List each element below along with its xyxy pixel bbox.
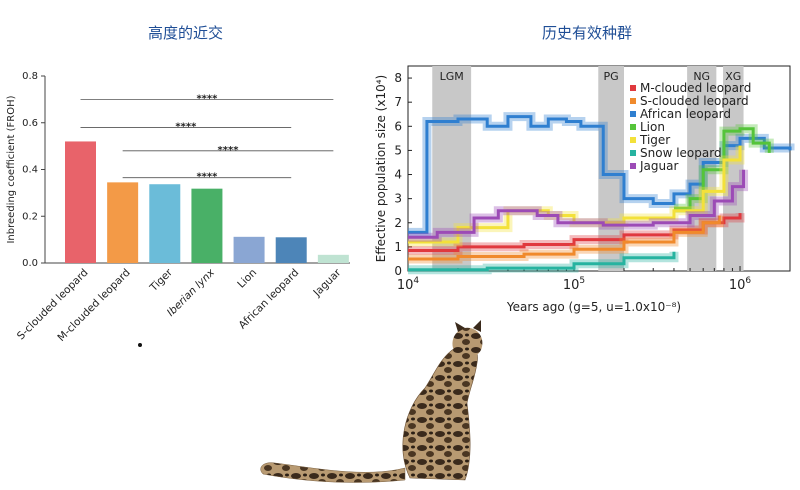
legend-label: S-clouded leopard <box>640 94 749 108</box>
clouded-leopard-photo <box>260 320 483 483</box>
legend-label: Jaguar <box>639 159 678 173</box>
legend-swatch <box>630 163 636 169</box>
bar-3 <box>191 188 223 263</box>
series-line-snow-leopard <box>408 251 676 272</box>
y-tick-label: 3 <box>394 192 402 206</box>
significance-label: **** <box>196 172 218 183</box>
y-tick-label: 8 <box>394 71 402 85</box>
legend-swatch <box>630 150 636 156</box>
bar-6 <box>317 254 349 263</box>
series-line-jaguar <box>408 169 746 239</box>
line-chart-title: 历史有效种群 <box>542 24 633 42</box>
y-tick-label: 5 <box>394 143 402 157</box>
period-label: NG <box>693 70 710 83</box>
legend-label: Tiger <box>639 133 670 147</box>
legend-label: Snow leopard <box>640 146 722 160</box>
bar-1 <box>107 182 139 263</box>
y-tick-label: 0 <box>394 264 402 278</box>
y-tick-label: 0.0 <box>22 258 38 269</box>
bar-4 <box>233 236 265 263</box>
y-tick-label: 0.8 <box>22 71 38 82</box>
legend-swatch <box>630 111 636 117</box>
category-label: S-clouded leopard <box>15 267 91 343</box>
y-tick-label: 1 <box>394 240 402 254</box>
x-axis-label: Years ago (g=5, u=1.0x10⁻⁸) <box>506 300 681 314</box>
significance-label: **** <box>175 121 197 132</box>
x-tick-label: 105 <box>563 276 585 293</box>
category-label: Lion <box>235 267 259 291</box>
inbreeding-bar-chart: 0.0 0.2 0.4 0.6 0.8 Inbreeding coefficient (F… <box>6 71 350 344</box>
legend-swatch <box>630 137 636 143</box>
series-line-m-clouded-leopard <box>408 213 742 252</box>
x-tick-label: 104 <box>397 276 420 293</box>
y-axis-label: Inbreeding coefficient (FROH) <box>6 95 17 243</box>
bar-0 <box>65 141 96 263</box>
legend-swatch <box>630 98 636 104</box>
y-tick-label: 0.6 <box>22 118 38 129</box>
series-line-lion <box>673 127 771 210</box>
category-label: M-clouded leopard <box>55 267 132 344</box>
stray-dot <box>138 343 142 347</box>
category-label: Tiger <box>147 266 175 294</box>
y-tick-label: 0.2 <box>22 211 38 222</box>
bar-5 <box>275 237 307 263</box>
legend-label: Lion <box>640 120 665 134</box>
legend-swatch <box>630 85 636 91</box>
y-tick-label: 7 <box>394 95 402 109</box>
y-tick-label: 4 <box>394 168 402 182</box>
series-line-s-clouded-leopard <box>408 215 721 261</box>
legend-label: African leopard <box>640 107 731 121</box>
significance-label: **** <box>196 93 218 104</box>
series-line-tiger <box>408 145 742 244</box>
legend-label: M-clouded leopard <box>640 81 751 95</box>
y-tick-label: 0.4 <box>22 165 38 176</box>
bar-chart-title: 高度的近交 <box>148 24 224 42</box>
population-history-chart: LGM PG NG XG 0 1 2 3 4 5 6 7 8 104 105 106 Years ago (g=… <box>375 65 795 314</box>
category-label: Jaguar <box>311 266 344 299</box>
significance-label: **** <box>218 145 240 156</box>
bar-2 <box>149 184 181 263</box>
legend-swatch <box>630 124 636 130</box>
y-axis-label: Effective population size (x10⁴) <box>375 75 388 262</box>
period-label: PG <box>604 70 619 83</box>
period-label: LGM <box>440 70 464 83</box>
period-band <box>432 66 472 271</box>
period-band <box>723 66 744 271</box>
x-tick-label: 106 <box>729 276 752 293</box>
y-tick-label: 2 <box>394 216 402 230</box>
period-label: XG <box>725 70 741 83</box>
y-tick-label: 6 <box>394 119 402 133</box>
